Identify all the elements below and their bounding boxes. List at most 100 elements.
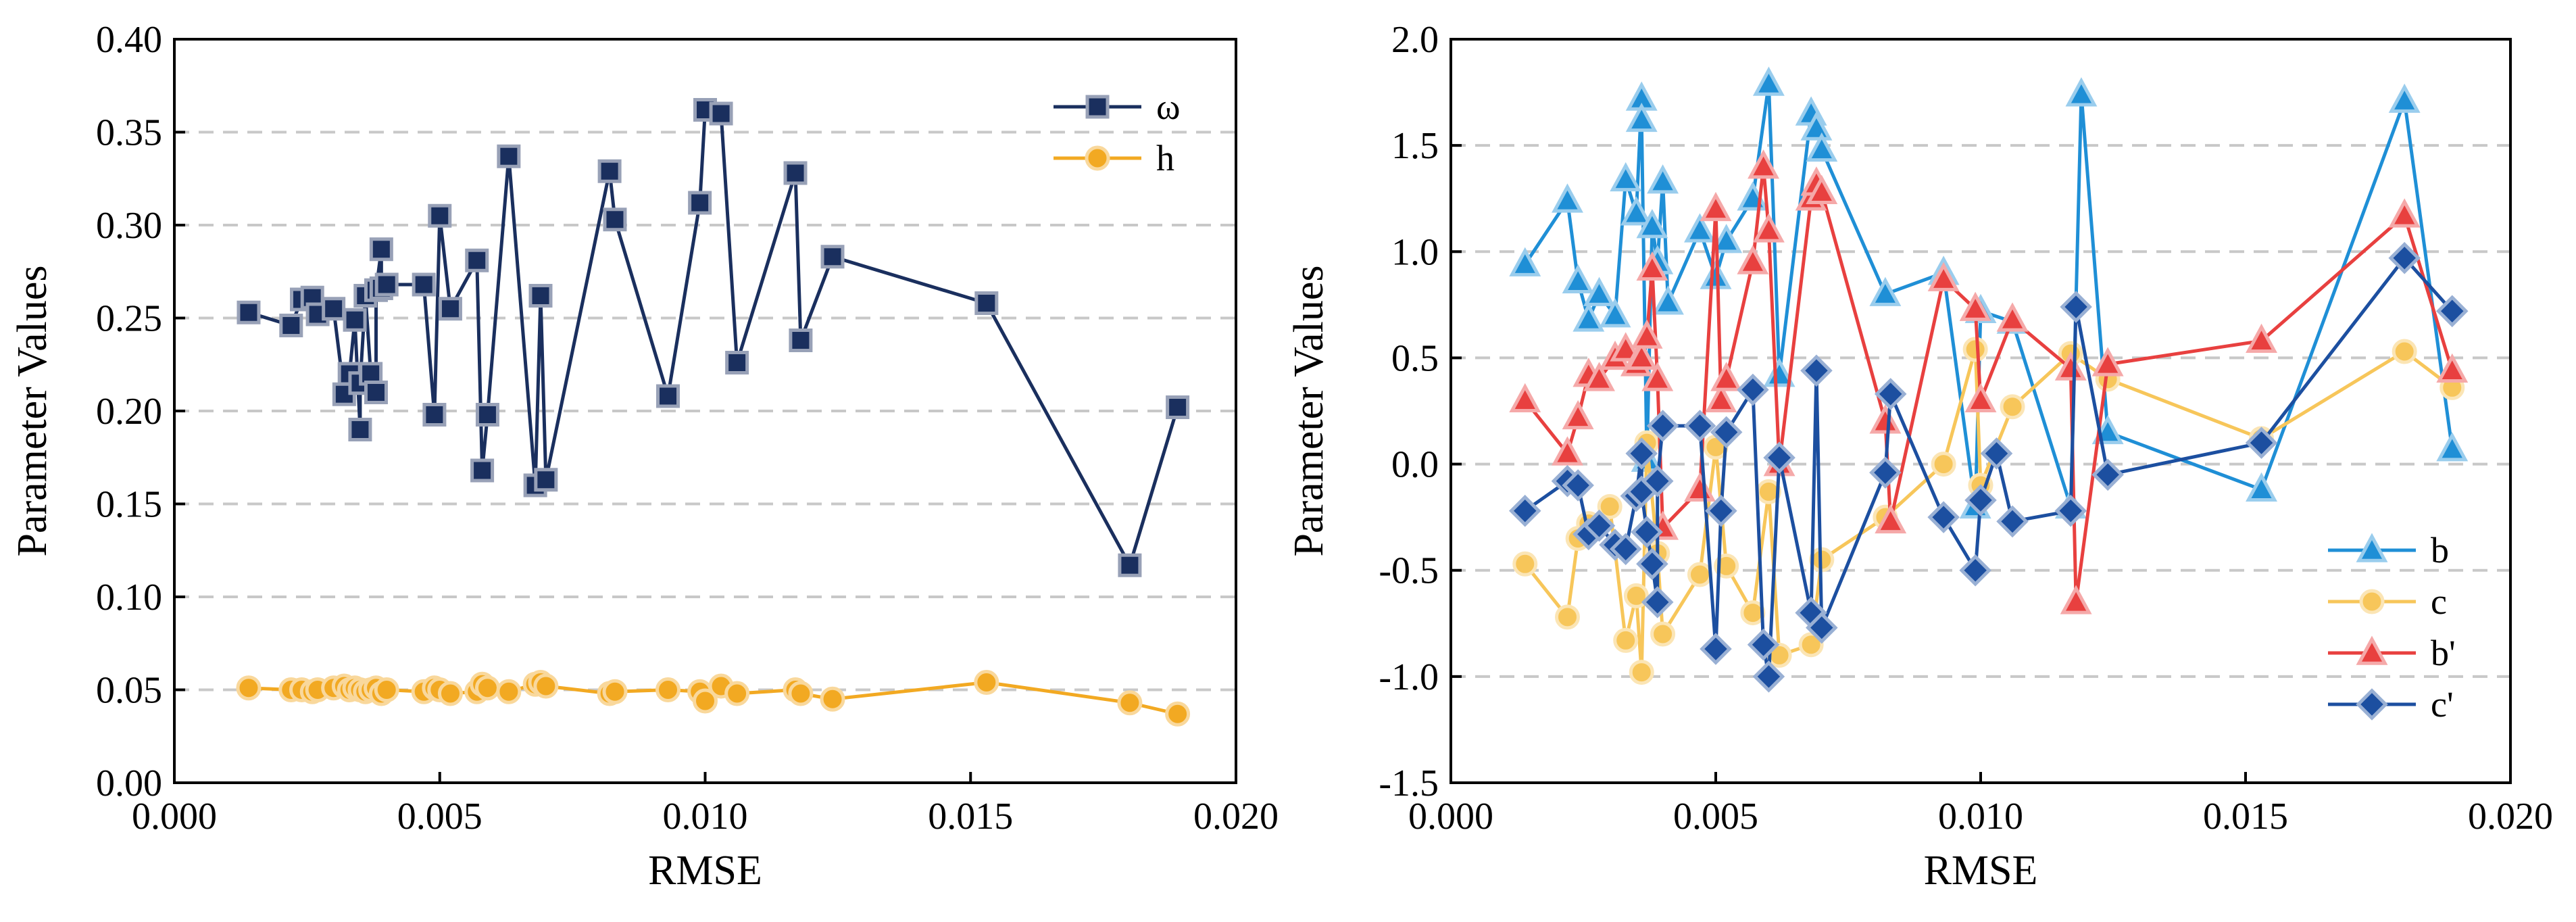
data-point — [1554, 604, 1580, 630]
data-point — [2054, 494, 2087, 527]
data-point — [1747, 628, 1780, 661]
data-point — [709, 101, 733, 126]
data-point — [1610, 162, 1642, 192]
data-point — [1705, 383, 1737, 413]
data-point — [438, 297, 462, 321]
data-point — [1964, 484, 1997, 516]
data-point — [1800, 354, 1833, 387]
data-point — [602, 679, 628, 704]
data-point — [322, 297, 346, 321]
data-point — [2435, 295, 2469, 328]
series-right — [1508, 66, 2469, 693]
data-point — [1583, 276, 1615, 306]
data-point — [2091, 347, 2124, 377]
data-point — [236, 675, 262, 701]
data-point — [1964, 383, 1997, 413]
data-point — [1620, 196, 1652, 226]
data-point — [497, 144, 521, 168]
y-tick-label: 0.15 — [96, 484, 162, 526]
data-point — [1625, 437, 1658, 470]
data-point — [1609, 533, 1642, 566]
data-point — [1636, 548, 1668, 581]
data-point — [1647, 164, 1679, 194]
data-point — [1512, 551, 1538, 577]
data-point — [1763, 358, 1795, 387]
data-point — [688, 191, 712, 215]
data-point — [475, 403, 499, 427]
data-point — [1737, 245, 1769, 274]
data-point — [1806, 174, 1838, 205]
data-point — [1165, 701, 1191, 727]
x-tick-label: 0.010 — [1938, 796, 2023, 838]
data-point — [374, 272, 399, 297]
data-point — [1980, 437, 2013, 470]
data-point — [1629, 660, 1654, 685]
data-point — [1562, 264, 1594, 294]
x-axis-title-right: RMSE — [1924, 848, 2038, 894]
data-point — [470, 458, 495, 483]
y-axis-title-right: Parameter Values — [1286, 266, 1332, 557]
data-point — [374, 677, 399, 702]
data-point — [1737, 373, 1769, 406]
data-point — [1806, 611, 1838, 644]
data-point — [1562, 469, 1594, 502]
data-point — [1562, 399, 1594, 430]
data-point — [1931, 452, 1956, 477]
y-tick-label: -1.0 — [1379, 656, 1439, 698]
y-axis-title-left: Parameter Values — [9, 266, 55, 557]
data-point — [1927, 501, 1960, 533]
chart-left: 0.00 0.05 0.10 0.15 0.20 0.25 0.30 0.35 0.40 0.00… — [9, 19, 1279, 894]
data-point — [1636, 251, 1668, 281]
data-point — [1798, 632, 1824, 658]
data-point — [2060, 585, 2092, 614]
data-point — [1875, 504, 1907, 534]
data-point — [1700, 260, 1732, 289]
data-point — [2436, 353, 2469, 383]
legend-left: ωh — [1054, 87, 1181, 178]
data-point — [343, 308, 367, 332]
data-point — [2054, 351, 2087, 381]
data-point — [1646, 410, 1679, 442]
data-point — [369, 237, 393, 262]
series-h — [236, 670, 1191, 727]
data-point — [693, 688, 718, 714]
x-tick-label: 0.020 — [2468, 796, 2553, 838]
legend-marker — [2356, 533, 2388, 562]
data-point — [1641, 586, 1674, 618]
data-point — [465, 248, 489, 272]
chart-right: -1.5 -1.0 -0.5 0.0 0.5 1.0 1.5 2.0 0.000 0.005 0.0… — [1286, 19, 2553, 894]
legend-label: c — [2431, 581, 2447, 622]
data-point — [474, 675, 500, 701]
data-point — [1631, 319, 1663, 349]
x-tick-label: 0.000 — [1408, 796, 1493, 838]
data-point — [1700, 633, 1732, 665]
x-tick-label: 0.005 — [1673, 796, 1758, 838]
data-point — [655, 677, 681, 702]
data-point — [1641, 362, 1674, 391]
data-point — [237, 300, 261, 324]
data-point — [1869, 456, 1902, 489]
data-point — [1572, 302, 1605, 332]
data-point — [1996, 505, 2029, 538]
data-point — [2388, 241, 2421, 274]
grid-left — [174, 130, 1236, 692]
data-point — [1874, 378, 1907, 410]
y-tick-label: 1.0 — [1391, 231, 1439, 273]
data-point — [2000, 394, 2025, 420]
data-point — [1710, 224, 1743, 253]
x-tick-label: 0.015 — [928, 796, 1013, 838]
data-point — [1700, 191, 1732, 222]
data-point — [1652, 285, 1684, 315]
data-point — [783, 161, 808, 185]
data-point — [1705, 494, 1737, 527]
data-point — [1959, 291, 1991, 321]
data-point — [820, 245, 845, 269]
data-point — [533, 673, 559, 699]
data-point — [348, 418, 372, 441]
data-point — [2388, 83, 2421, 113]
data-point — [1710, 362, 1743, 391]
x-tick-label: 0.010 — [663, 796, 748, 838]
data-point — [603, 208, 627, 232]
data-point — [528, 284, 553, 308]
data-point — [534, 468, 558, 492]
